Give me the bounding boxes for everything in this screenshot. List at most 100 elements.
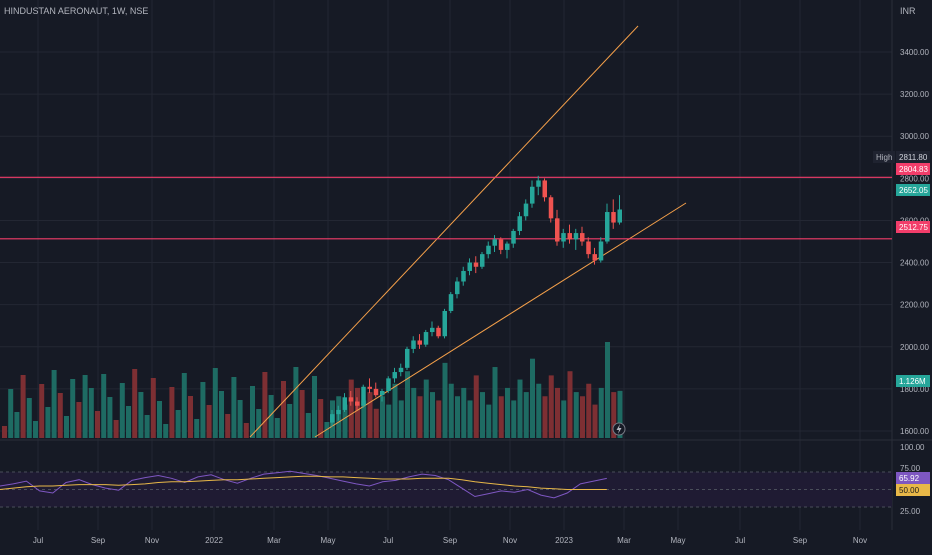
time-tick-label: May	[670, 536, 685, 545]
candle-body[interactable]	[392, 372, 398, 379]
candle-body[interactable]	[517, 216, 523, 231]
time-tick-label: Jul	[383, 536, 393, 545]
candle-body[interactable]	[442, 310, 448, 337]
candle-body[interactable]	[405, 348, 410, 368]
candle-body[interactable]	[498, 239, 504, 250]
rsi-line[interactable]	[0, 470, 607, 499]
candle-body[interactable]	[573, 233, 579, 240]
candle-body[interactable]	[423, 332, 429, 345]
candle-body[interactable]	[480, 254, 485, 267]
candle-body[interactable]	[617, 209, 623, 223]
candle-body[interactable]	[361, 386, 366, 406]
candle-body[interactable]	[336, 409, 341, 415]
time-tick-label: Nov	[503, 536, 517, 545]
volume-bar	[39, 384, 45, 438]
price-tick-label: 1800.00	[900, 385, 929, 394]
volume-bar	[611, 392, 617, 438]
candle-body[interactable]	[448, 294, 454, 311]
volume-bar	[318, 399, 324, 438]
rsi-ma-line[interactable]	[0, 475, 607, 490]
volume-bar	[405, 371, 410, 438]
volume-bar	[536, 383, 542, 438]
last-price-tag: 2652.05	[896, 184, 930, 196]
volume-bar	[530, 358, 535, 438]
volume-bar	[175, 410, 181, 438]
candle-body[interactable]	[430, 327, 435, 333]
rsi-pane[interactable]	[0, 470, 892, 508]
channel-lower-line[interactable]	[314, 202, 687, 438]
volume-bar	[386, 404, 392, 438]
time-tick-label: Jul	[33, 536, 43, 545]
candle-body[interactable]	[555, 218, 560, 242]
candle-body[interactable]	[386, 378, 391, 391]
candle-body[interactable]	[567, 233, 573, 240]
candle-body[interactable]	[586, 241, 591, 255]
volume-bar	[342, 404, 348, 438]
candle-body[interactable]	[548, 197, 554, 219]
volume-bar	[423, 379, 429, 438]
channel-lines[interactable]	[249, 25, 687, 438]
candle-body[interactable]	[461, 270, 466, 282]
candle-body[interactable]	[380, 390, 385, 396]
candle-body[interactable]	[330, 414, 335, 423]
time-tick-label: 2023	[555, 536, 573, 545]
candle-body[interactable]	[530, 186, 535, 204]
candle-body[interactable]	[580, 233, 585, 242]
candle-body[interactable]	[536, 180, 541, 187]
candle-body[interactable]	[486, 245, 491, 255]
time-tick-label: May	[320, 536, 335, 545]
candle-body[interactable]	[411, 340, 416, 349]
candle-body[interactable]	[348, 397, 354, 402]
candle-body[interactable]	[505, 243, 510, 250]
volume-bar	[580, 396, 585, 438]
volume-bar	[138, 392, 144, 438]
volume-bar	[132, 369, 138, 438]
volume-bar	[2, 426, 7, 438]
volume-bar	[113, 420, 119, 438]
volume-bar	[231, 377, 237, 438]
candle-body[interactable]	[398, 367, 404, 373]
candle-body[interactable]	[492, 239, 498, 246]
volume-bar	[505, 387, 510, 438]
candles[interactable]	[330, 175, 623, 427]
volume-bar	[150, 378, 156, 438]
candle-body[interactable]	[417, 340, 423, 345]
volume-bar	[542, 396, 548, 438]
candle-body[interactable]	[455, 281, 460, 295]
volume-bar	[250, 386, 255, 438]
rsi-tick-label: 100.00	[900, 443, 925, 452]
candle-body[interactable]	[373, 388, 379, 396]
volume-bar	[392, 383, 398, 438]
candle-body[interactable]	[511, 230, 516, 244]
candle-body[interactable]	[561, 233, 566, 242]
candle-body[interactable]	[523, 203, 529, 217]
candle-body[interactable]	[342, 397, 348, 410]
time-axis[interactable]: Jul Sep Nov 2022 Mar May Jul Sep Nov 2023 Mar May Ju…	[33, 536, 867, 545]
candle-body[interactable]	[592, 254, 598, 261]
horizontal-levels[interactable]	[0, 176, 892, 240]
candle-body[interactable]	[605, 212, 610, 242]
price-tick-label: 2200.00	[900, 301, 929, 310]
volume-bar	[592, 404, 598, 438]
volume-bar	[57, 393, 63, 438]
candle-body[interactable]	[542, 180, 548, 198]
candle-body[interactable]	[355, 401, 360, 406]
volume-bar	[492, 367, 498, 438]
candle-body[interactable]	[611, 212, 616, 223]
high-value: 2811.80	[899, 153, 928, 162]
candle-body[interactable]	[598, 241, 604, 261]
lightning-icon[interactable]	[612, 422, 626, 436]
volume-bar	[262, 372, 268, 438]
price-tick-label: 3000.00	[900, 132, 929, 141]
volume-bar	[268, 395, 274, 438]
candle-body[interactable]	[436, 327, 441, 337]
candle-body[interactable]	[473, 262, 479, 267]
channel-upper-line[interactable]	[249, 25, 639, 438]
time-tick-label: Jul	[735, 536, 745, 545]
candle-body[interactable]	[467, 262, 473, 271]
candle-body[interactable]	[367, 386, 373, 389]
price-axis[interactable]: 3400.00 3200.00 3000.00 2800.00 2600.00 2400.…	[900, 48, 929, 516]
volume-bar	[586, 383, 592, 438]
volume-bar	[101, 374, 107, 438]
